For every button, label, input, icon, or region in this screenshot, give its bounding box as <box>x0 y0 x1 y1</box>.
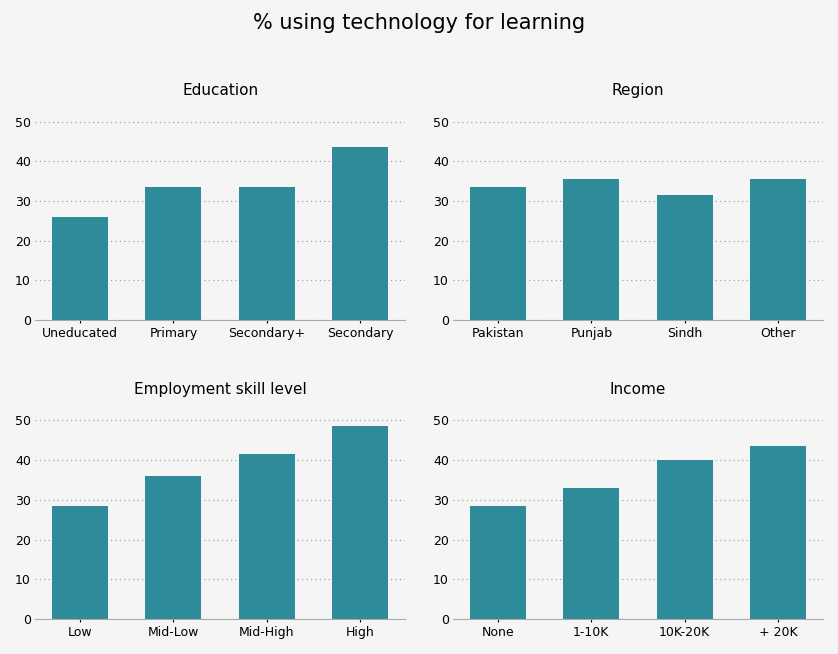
Bar <box>146 187 201 320</box>
Bar <box>563 179 619 320</box>
Bar <box>332 426 388 619</box>
Bar <box>657 195 713 320</box>
Bar <box>52 217 108 320</box>
Bar <box>239 187 295 320</box>
Bar <box>750 446 806 619</box>
Bar <box>750 179 806 320</box>
Bar <box>146 476 201 619</box>
Title: Education: Education <box>182 82 258 97</box>
Bar <box>332 147 388 320</box>
Bar <box>470 187 526 320</box>
Title: Employment skill level: Employment skill level <box>134 382 307 397</box>
Title: Region: Region <box>612 82 665 97</box>
Bar <box>239 455 295 619</box>
Title: Income: Income <box>610 382 666 397</box>
Bar <box>52 506 108 619</box>
Bar <box>470 506 526 619</box>
Bar <box>563 488 619 619</box>
Bar <box>657 460 713 619</box>
Text: % using technology for learning: % using technology for learning <box>253 13 585 33</box>
